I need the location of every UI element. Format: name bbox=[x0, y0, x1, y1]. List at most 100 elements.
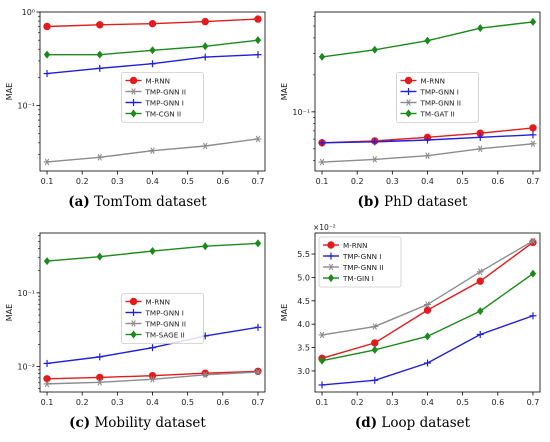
y-tick-label: 4.5 bbox=[297, 297, 310, 306]
legend-marker bbox=[404, 76, 413, 85]
data-point bbox=[254, 135, 262, 143]
legend: M-RNN TMP-GNN I TMP-GNN II TM-GAT II bbox=[396, 72, 479, 123]
data-point bbox=[318, 331, 326, 339]
chart-loop: 0.1 0.2 0.3 0.4 0.5 0.6 0.7 3.0 3.5 4.0 4.5 5.0 5.5 ×… bbox=[280, 223, 541, 411]
data-point bbox=[529, 124, 537, 132]
y-axis-label: MAE bbox=[280, 83, 289, 100]
data-point bbox=[371, 339, 379, 347]
legend-label: TM-CGN II bbox=[145, 110, 182, 119]
legend-marker bbox=[130, 99, 137, 106]
data-point bbox=[202, 42, 209, 51]
y-offset-label: ×10⁻² bbox=[313, 223, 336, 232]
legend: M-RNN TMP-GNN I TMP-GNN II TM-GIN I bbox=[318, 236, 402, 288]
x-tick-label: 0.4 bbox=[421, 398, 434, 407]
data-point bbox=[371, 45, 378, 54]
legend-marker bbox=[129, 297, 138, 306]
data-point bbox=[43, 22, 51, 31]
data-point bbox=[529, 140, 537, 148]
legend-marker bbox=[130, 309, 137, 316]
legend-label: TMP-GNN II bbox=[145, 320, 186, 329]
data-point bbox=[96, 373, 104, 382]
x-tick-label: 0.2 bbox=[351, 398, 364, 407]
data-point bbox=[201, 17, 209, 26]
data-point bbox=[318, 52, 326, 61]
y-axis-label: MAE bbox=[280, 304, 289, 321]
data-point bbox=[149, 147, 156, 154]
data-point bbox=[529, 237, 537, 245]
data-point bbox=[149, 60, 156, 68]
data-point bbox=[43, 375, 51, 383]
data-point bbox=[149, 375, 156, 383]
legend-label: M-RNN bbox=[343, 241, 368, 250]
legend-box bbox=[121, 293, 204, 344]
y-tick-label: 10⁻¹ bbox=[17, 289, 35, 298]
x-tick-label: 0.7 bbox=[252, 177, 265, 186]
data-point bbox=[424, 332, 431, 341]
caption-c: (c) Mobility dataset bbox=[0, 415, 275, 431]
x-tick-label: 0.6 bbox=[491, 398, 504, 407]
x-axis-label: τ bbox=[150, 188, 155, 190]
x-tick-label: 0.4 bbox=[146, 398, 159, 407]
data-point bbox=[476, 268, 484, 276]
y-tick-label: 4.0 bbox=[297, 320, 310, 329]
data-point bbox=[43, 359, 51, 367]
legend-marker bbox=[327, 263, 335, 271]
legend-label: TMP-GNN I bbox=[342, 252, 381, 261]
legend-label: TM-GAT II bbox=[420, 110, 455, 119]
chart-mobility: 0.1 0.2 0.3 0.4 0.5 0.6 0.7 10⁻¹ 10⁻² MAE τ M-RNN TM… bbox=[5, 232, 266, 411]
chart-panel-c: 0.1 0.2 0.3 0.4 0.5 0.6 0.7 10⁻¹ 10⁻² MAE τ M-RNN TM… bbox=[0, 221, 275, 442]
legend-marker bbox=[327, 252, 335, 260]
legend-box bbox=[318, 236, 402, 288]
legend-label: TMP-GNN II bbox=[342, 263, 383, 272]
data-point bbox=[43, 50, 51, 59]
x-tick-label: 0.2 bbox=[76, 398, 89, 407]
data-point bbox=[477, 24, 484, 33]
y-tick-label: 5.5 bbox=[297, 250, 310, 259]
legend-marker bbox=[130, 320, 137, 327]
x-tick-label: 0.2 bbox=[351, 177, 364, 186]
data-point bbox=[96, 64, 104, 72]
legend-label: TMP-GNN I bbox=[145, 309, 184, 318]
data-point bbox=[529, 269, 537, 278]
caption-c-text: Mobility dataset bbox=[94, 415, 206, 431]
y-tick-label: 10⁻¹ bbox=[292, 108, 310, 117]
data-point bbox=[371, 376, 379, 384]
data-point bbox=[424, 152, 431, 159]
data-point bbox=[476, 133, 484, 141]
data-point bbox=[148, 371, 157, 380]
data-point bbox=[149, 46, 156, 55]
data-point bbox=[96, 378, 104, 386]
x-tick-label: 0.1 bbox=[316, 177, 329, 186]
caption-a: (a) TomTom dataset bbox=[0, 194, 275, 210]
legend-marker bbox=[130, 330, 137, 339]
data-point bbox=[254, 323, 262, 331]
data-point bbox=[43, 380, 51, 388]
data-point bbox=[424, 36, 431, 45]
data-point bbox=[477, 307, 484, 316]
x-tick-label: 0.5 bbox=[456, 177, 469, 186]
y-tick-label: 10⁰ bbox=[22, 8, 35, 17]
legend-box bbox=[121, 72, 204, 123]
legend-label: TMP-GNN I bbox=[145, 99, 184, 108]
data-point bbox=[96, 21, 104, 29]
data-point bbox=[371, 345, 378, 354]
data-point bbox=[96, 154, 104, 161]
x-tick-label: 0.3 bbox=[386, 398, 399, 407]
x-tick-label: 0.3 bbox=[111, 177, 124, 186]
data-point bbox=[476, 330, 484, 338]
data-point bbox=[254, 36, 262, 45]
caption-d: (d) Loop dataset bbox=[275, 415, 550, 431]
legend-marker bbox=[405, 109, 412, 118]
legend: M-RNN TMP-GNN II TMP-GNN I TM-CGN II bbox=[121, 72, 204, 123]
x-tick-label: 0.5 bbox=[181, 177, 194, 186]
data-point bbox=[254, 15, 262, 23]
caption-a-letter: (a) bbox=[68, 194, 90, 210]
data-point bbox=[318, 139, 326, 147]
data-point bbox=[43, 257, 51, 266]
caption-c-letter: (c) bbox=[69, 415, 91, 431]
data-point bbox=[371, 323, 379, 330]
